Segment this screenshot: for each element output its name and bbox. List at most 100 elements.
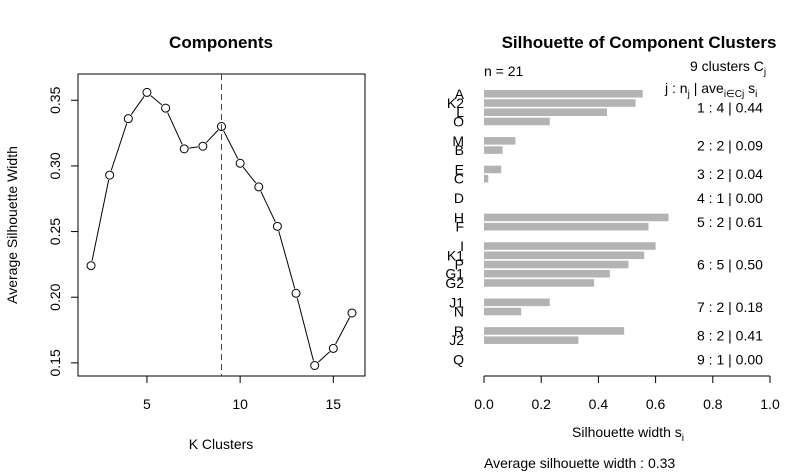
data-point: [161, 103, 171, 113]
x-tick-label: 15: [326, 396, 342, 412]
silhouette-bar: [484, 269, 610, 278]
data-point: [142, 87, 152, 97]
data-point: [86, 261, 96, 271]
right-chart-title: Silhouette of Component Clusters: [502, 33, 777, 52]
series-segment: [278, 230, 296, 289]
observation-label: P: [455, 257, 464, 273]
silhouette-bar: [484, 174, 489, 183]
cluster-row: 7 : 2 | 0.18: [697, 299, 763, 315]
cluster-row: 8 : 2 | 0.41: [697, 328, 763, 344]
series-segment: [189, 146, 198, 149]
silhouette-bar: [484, 108, 607, 117]
data-point: [105, 170, 115, 180]
observation-label: L: [456, 104, 464, 120]
right-x-axis-label: Silhouette width si: [572, 424, 684, 444]
silhouette-bar: [484, 117, 550, 126]
x-tick-label: 0.6: [646, 396, 666, 412]
x-tick-label: 0.0: [474, 396, 494, 412]
silhouette-bar: [484, 307, 522, 316]
data-point: [217, 122, 226, 132]
x-tick-label: 1.0: [760, 396, 780, 412]
right-x-axis: 0.0 0.2 0.4 0.6 0.8 1.0: [474, 375, 780, 412]
silhouette-bar: [484, 137, 516, 145]
observation-label: G2: [445, 275, 464, 291]
left-x-axis: 5 10 15: [143, 376, 341, 412]
x-tick-label: 10: [232, 396, 248, 412]
silhouette-bar: [484, 298, 550, 307]
x-tick-label: 5: [143, 396, 151, 412]
y-tick-label: 0.25: [47, 218, 63, 245]
data-point: [347, 308, 357, 318]
n-label: n = 21: [484, 63, 524, 79]
cluster-row: 1 : 4 | 0.44: [697, 100, 763, 116]
cluster-row: 2 : 2 | 0.09: [697, 137, 763, 153]
series-segment: [110, 123, 128, 171]
x-tick-label: 0.8: [703, 396, 723, 412]
data-point: [123, 114, 133, 124]
observation-label: E: [455, 161, 464, 177]
observation-label: F: [455, 219, 464, 235]
observation-label: K2: [447, 95, 464, 111]
columns-header: j : nj | avei∈Cj si: [664, 80, 757, 100]
silhouette-bar: [484, 165, 502, 174]
y-tick-label: 0.30: [47, 152, 63, 179]
cluster-row: 4 : 1 | 0.00: [697, 190, 763, 206]
cluster-row: 5 : 2 | 0.61: [697, 214, 763, 230]
silhouette-bar: [484, 336, 579, 344]
series-segment: [205, 129, 219, 143]
observation-label: O: [453, 113, 464, 129]
observation-label: A: [455, 86, 465, 102]
series-segment: [296, 297, 314, 361]
series-segment: [167, 112, 183, 145]
series-segment: [91, 179, 110, 261]
silhouette-bar: [484, 242, 656, 250]
cluster-row: 6 : 5 | 0.50: [697, 257, 763, 273]
observation-label: N: [454, 304, 464, 320]
series-segment: [260, 191, 276, 223]
observation-label: I: [460, 238, 464, 254]
x-tick-label: 0.2: [531, 396, 551, 412]
observation-label: H: [454, 209, 464, 225]
observation-label: M: [452, 133, 464, 149]
observation-label: B: [455, 142, 464, 158]
cluster-summary: 1 : 4 | 0.44 2 : 2 | 0.09 3 : 2 | 0.04 4 : …: [697, 100, 763, 368]
series-segment: [130, 96, 145, 115]
series-segment: [150, 95, 163, 106]
observation-label: J1: [449, 294, 464, 310]
data-point: [198, 141, 208, 151]
left-y-axis-label: Average Silhouette Width: [4, 146, 20, 304]
data-point: [310, 360, 320, 370]
silhouette-bar: [484, 251, 645, 260]
silhouette-bars: [484, 90, 669, 344]
series-segment: [335, 317, 351, 345]
observation-label: K1: [447, 247, 464, 263]
observation-label: J2: [449, 332, 464, 348]
y-tick-label: 0.20: [47, 283, 63, 310]
left-chart-title: Components: [169, 33, 273, 52]
series-segment: [242, 166, 257, 184]
left-x-axis-label: K Clusters: [189, 436, 254, 452]
data-point: [179, 144, 189, 154]
y-tick-label: 0.35: [47, 86, 63, 113]
silhouette-bar: [484, 327, 625, 335]
silhouette-bar-chart: Silhouette of Component Clusters n = 21 …: [445, 33, 780, 471]
series-line: [86, 87, 357, 370]
average-silhouette-footer: Average silhouette width : 0.33: [484, 455, 675, 471]
observation-label: C: [454, 171, 464, 187]
data-point: [235, 158, 245, 168]
observation-label: R: [454, 323, 464, 339]
observation-label: Q: [453, 352, 464, 368]
data-point: [328, 343, 338, 353]
series-segment: [318, 351, 330, 363]
data-point: [272, 221, 282, 231]
cluster-row: 9 : 1 | 0.00: [697, 352, 763, 368]
y-tick-label: 0.15: [47, 349, 63, 376]
observation-label: G1: [445, 266, 464, 282]
silhouette-bar: [484, 279, 595, 287]
silhouette-bar: [484, 146, 503, 154]
silhouette-bar: [484, 213, 669, 222]
cluster-row: 3 : 2 | 0.04: [697, 166, 763, 182]
components-line-chart: Components 5 10 15 0.15 0.20 0.25 0.30 0.35 K …: [4, 33, 366, 452]
